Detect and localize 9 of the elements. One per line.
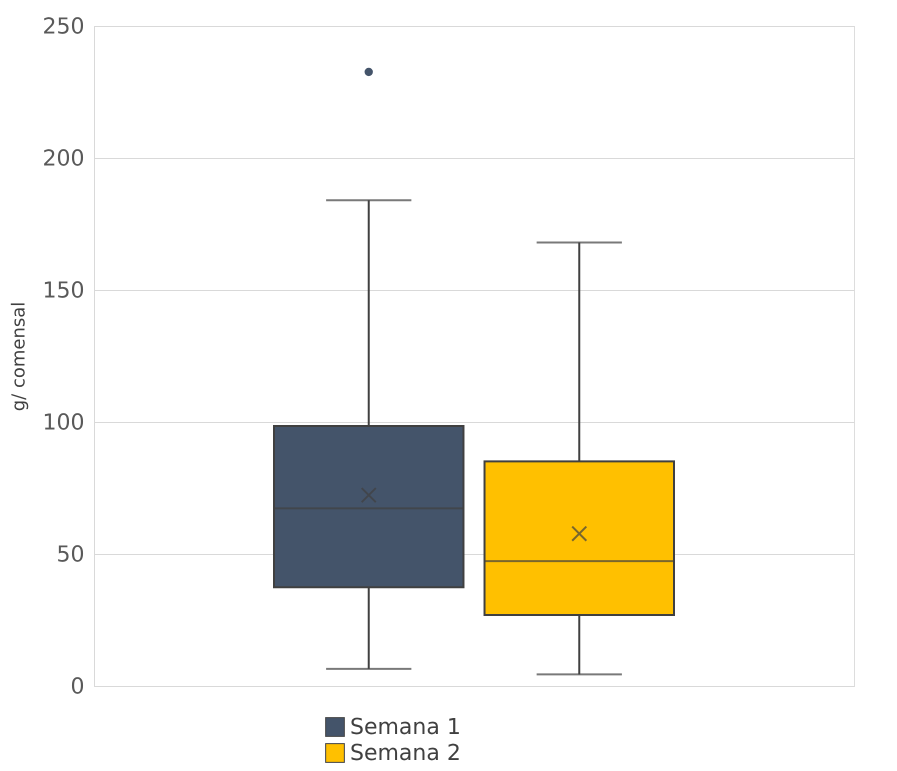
y-tick-label: 0 [70, 674, 84, 700]
y-tick-label: 200 [42, 146, 84, 172]
legend-label: Semana 1 [350, 715, 461, 740]
y-tick-label: 250 [42, 14, 84, 40]
y-axis-title: g/ comensal [8, 302, 30, 412]
y-tick-label: 50 [56, 542, 84, 568]
legend-label: Semana 2 [350, 741, 461, 766]
y-tick-label: 100 [42, 410, 84, 436]
y-tick-label: 150 [42, 278, 84, 304]
